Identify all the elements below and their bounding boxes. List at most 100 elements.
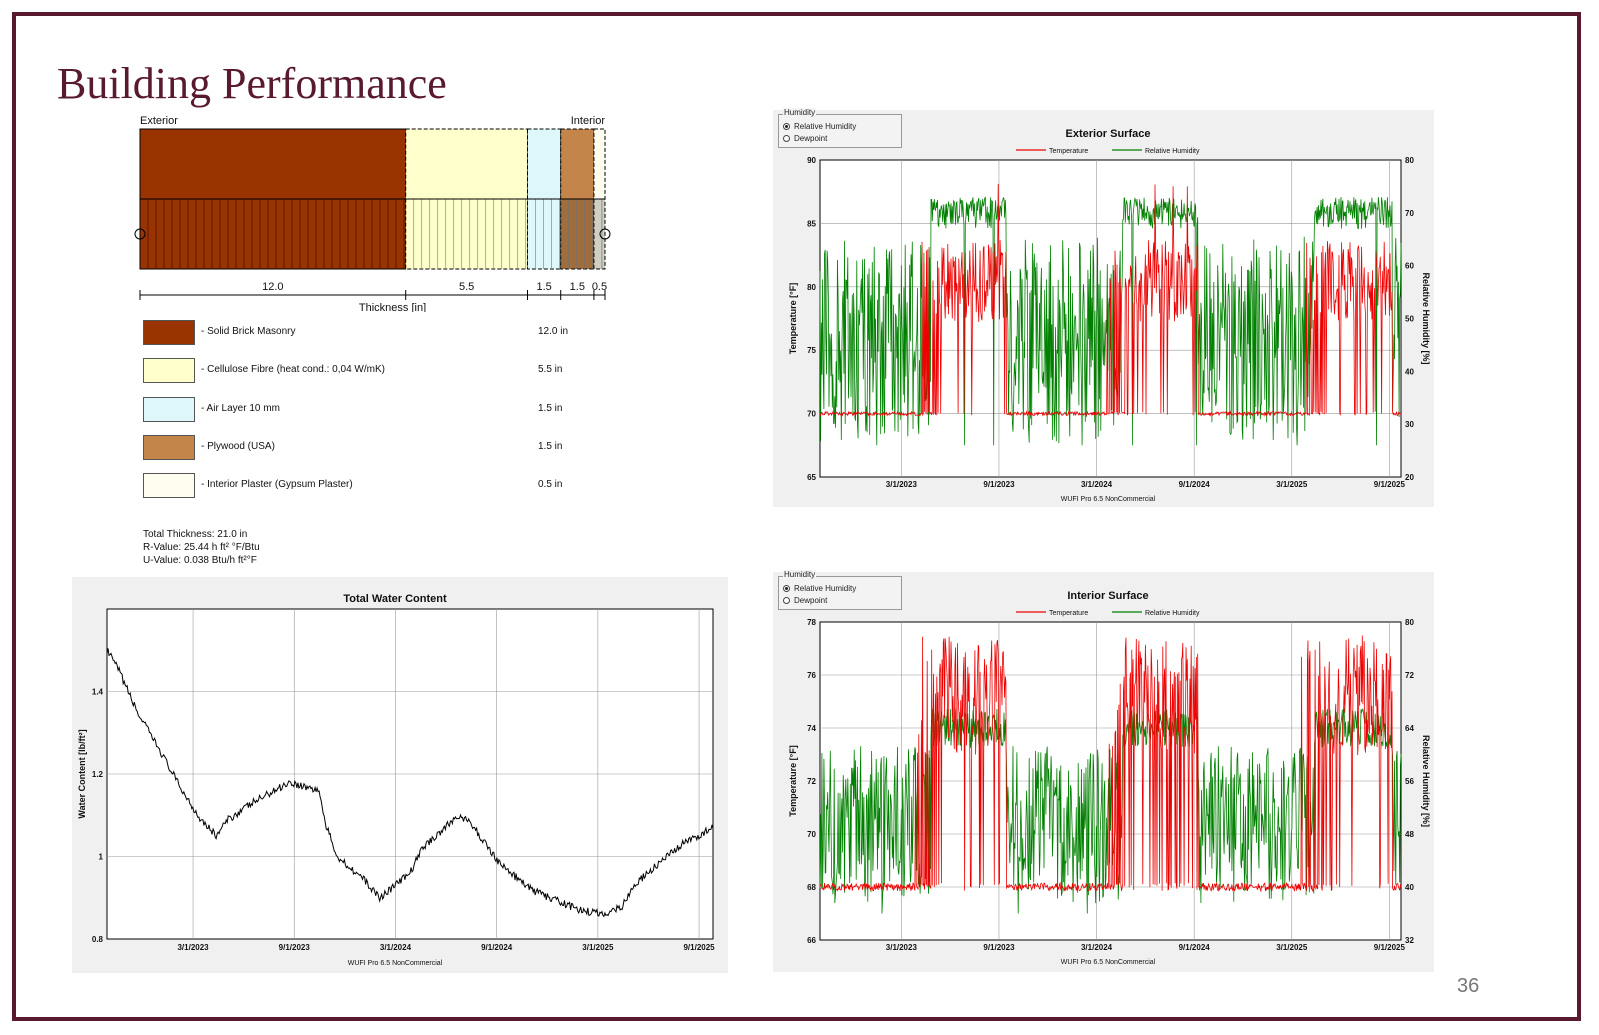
y-right-tick-label: 40: [1405, 367, 1414, 376]
y-left-tick-label: 85: [807, 219, 816, 228]
legend-layer-name: - Plywood (USA): [201, 440, 275, 452]
y-right-axis-label: Relative Humidity [%]: [1421, 735, 1431, 827]
legend-layer-thickness: 1.5 in: [538, 440, 563, 452]
layer-shade: [593, 199, 605, 269]
chart-footer: WUFI Pro 6.5 NonCommercial: [1061, 959, 1156, 966]
assembly-cross-section: Exterior Interior 12.0 5.5 1.5 1.5 0.5 Thicknes…: [134, 115, 611, 312]
assembly-summary: Total Thickness: 21.0 in R-Value: 25.44 …: [143, 528, 260, 567]
humidity-radio-group: Humidity Relative Humidity Dewpoint: [778, 108, 902, 148]
y-right-axis-label: Relative Humidity [%]: [1421, 272, 1431, 364]
y-right-tick-label: 80: [1405, 156, 1414, 165]
y-left-tick-label: 78: [807, 618, 816, 627]
x-tick-label: 9/1/2023: [983, 480, 1015, 489]
y-left-tick-label: 68: [807, 883, 816, 892]
x-tick-label: 9/1/2024: [1179, 480, 1211, 489]
humidity-group-label: Humidity: [783, 108, 817, 117]
y-tick-label: 1.2: [92, 770, 104, 779]
y-left-axis-label: Temperature [°F]: [788, 745, 798, 816]
y-right-tick-label: 56: [1405, 777, 1414, 786]
legend-label: Relative Humidity: [1145, 610, 1200, 617]
y-right-tick-label: 80: [1405, 618, 1414, 627]
x-tick-label: 3/1/2023: [886, 480, 918, 489]
layer-shade: [560, 199, 594, 269]
y-left-tick-label: 70: [807, 830, 816, 839]
y-left-tick-label: 66: [807, 936, 816, 945]
x-tick-label: 3/1/2025: [582, 943, 614, 952]
radio-relative-humidity[interactable]: Relative Humidity: [779, 120, 901, 132]
legend-layer-name: - Air Layer 10 mm: [201, 402, 280, 414]
x-tick-label: 3/1/2023: [177, 943, 209, 952]
x-tick-label: 9/1/2024: [481, 943, 513, 952]
y-tick-label: 1.4: [92, 688, 104, 697]
y-left-tick-label: 90: [807, 156, 816, 165]
y-left-axis-label: Temperature [°F]: [788, 283, 798, 354]
x-tick-label: 9/1/2023: [279, 943, 311, 952]
interior-monitor-icon: [599, 228, 611, 240]
legend-layer-thickness: 0.5 in: [538, 479, 563, 491]
legend-layer-name: - Cellulose Fibre (heat cond.: 0,04 W/mK…: [201, 364, 385, 376]
legend-swatch: [143, 396, 195, 422]
humidity-group-label: Humidity: [783, 570, 817, 579]
radio-dewpoint[interactable]: Dewpoint: [779, 594, 901, 606]
y-right-tick-label: 40: [1405, 883, 1414, 892]
x-tick-label: 9/1/2025: [1374, 480, 1406, 489]
y-left-tick-label: 76: [807, 671, 816, 680]
y-left-tick-label: 65: [807, 473, 816, 482]
thickness-tick-label: 0.5: [592, 281, 607, 293]
y-right-tick-label: 32: [1405, 936, 1414, 945]
y-right-tick-label: 48: [1405, 830, 1414, 839]
x-tick-label: 9/1/2024: [1179, 943, 1211, 952]
legend-layer-thickness: 12.0 in: [538, 326, 569, 337]
thickness-tick-label: 12.0: [262, 281, 283, 293]
thickness-axis-label: Thickness [in]: [359, 302, 426, 312]
y-tick-label: 1: [99, 853, 104, 862]
radio-selected-icon[interactable]: [783, 122, 790, 130]
legend-layer-thickness: 5.5 in: [538, 364, 563, 376]
r-value: R-Value: 25.44 h ft² °F/Btu: [143, 542, 260, 553]
x-tick-label: 9/1/2025: [683, 943, 715, 952]
slide-frame: [12, 12, 1581, 1021]
legend-label: Temperature: [1049, 610, 1088, 617]
exterior-surface-chart: Exterior Surface Temperature Relative Humi…: [773, 108, 1434, 507]
chart-footer: WUFI Pro 6.5 NonCommercial: [348, 960, 443, 967]
x-tick-label: 3/1/2024: [1081, 480, 1113, 489]
legend-label: Relative Humidity: [1145, 148, 1200, 155]
radio-unselected-icon[interactable]: [783, 134, 790, 142]
y-right-tick-label: 64: [1405, 724, 1414, 733]
legend-layer-thickness: 1.5 in: [538, 402, 563, 414]
legend-label: Temperature: [1049, 148, 1088, 155]
legend-swatch: [143, 358, 195, 384]
thickness-tick-label: 1.5: [570, 281, 585, 293]
legend-swatch: [143, 434, 195, 460]
x-tick-label: 9/1/2023: [983, 943, 1015, 952]
chart-title: Exterior Surface: [1066, 128, 1151, 140]
x-tick-label: 3/1/2024: [380, 943, 412, 952]
chart-footer: WUFI Pro 6.5 NonCommercial: [1061, 496, 1156, 503]
y-axis-label: Water Content [lb/ft²]: [77, 729, 87, 818]
y-right-tick-label: 72: [1405, 671, 1414, 680]
interior-label: Interior: [571, 115, 606, 127]
y-left-tick-label: 74: [807, 724, 816, 733]
legend-layer-name: - Solid Brick Masonry: [201, 326, 296, 337]
x-tick-label: 3/1/2024: [1081, 943, 1113, 952]
y-left-tick-label: 75: [807, 346, 816, 355]
radio-dewpoint[interactable]: Dewpoint: [779, 132, 901, 144]
x-tick-label: 3/1/2023: [886, 943, 918, 952]
u-value: U-Value: 0.038 Btu/h ft²°F: [143, 555, 257, 566]
slide-number: 36: [1457, 975, 1480, 997]
radio-unselected-icon[interactable]: [783, 596, 790, 604]
y-left-tick-label: 80: [807, 283, 816, 292]
exterior-label: Exterior: [140, 115, 178, 127]
y-left-tick-label: 70: [807, 410, 816, 419]
y-right-tick-label: 70: [1405, 209, 1414, 218]
radio-relative-humidity[interactable]: Relative Humidity: [779, 582, 901, 594]
radio-selected-icon[interactable]: [783, 584, 790, 592]
x-tick-label: 3/1/2025: [1276, 943, 1308, 952]
thickness-tick-label: 5.5: [459, 281, 474, 293]
y-right-tick-label: 60: [1405, 262, 1414, 271]
series-line-relative-humidity: [819, 707, 1402, 914]
x-tick-label: 9/1/2025: [1374, 943, 1406, 952]
y-right-tick-label: 20: [1405, 473, 1414, 482]
y-left-tick-label: 72: [807, 777, 816, 786]
series-line-temperature: [819, 635, 1402, 893]
